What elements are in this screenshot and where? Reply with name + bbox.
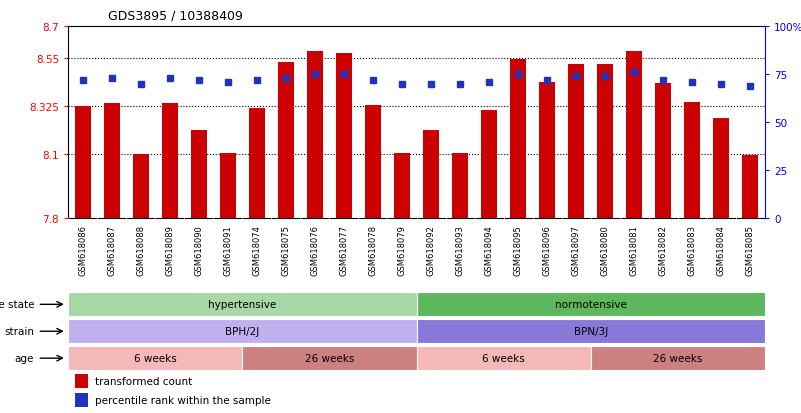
Text: 6 weeks: 6 weeks: [134, 353, 176, 363]
Text: GDS3895 / 10388409: GDS3895 / 10388409: [108, 10, 243, 23]
Text: hypertensive: hypertensive: [208, 299, 276, 310]
Bar: [242, 346, 417, 370]
Text: GSM618079: GSM618079: [397, 225, 406, 275]
Text: strain: strain: [4, 326, 34, 337]
Text: GSM618094: GSM618094: [485, 225, 493, 275]
Text: GSM618086: GSM618086: [78, 225, 87, 275]
Bar: [133, 155, 149, 219]
Text: transformed count: transformed count: [95, 376, 191, 386]
Bar: [481, 111, 497, 219]
Bar: [336, 54, 352, 219]
Bar: [423, 131, 439, 219]
Text: GSM618089: GSM618089: [165, 225, 174, 275]
Bar: [68, 346, 242, 370]
Text: GSM618085: GSM618085: [746, 225, 755, 275]
Text: GSM618090: GSM618090: [195, 225, 203, 275]
Bar: [278, 63, 294, 219]
Bar: [417, 346, 590, 370]
Text: GSM618093: GSM618093: [456, 225, 465, 275]
Bar: [365, 106, 381, 219]
Text: GSM618077: GSM618077: [340, 225, 348, 275]
Bar: [74, 107, 91, 219]
Text: normotensive: normotensive: [555, 299, 626, 310]
Text: BPN/3J: BPN/3J: [574, 326, 608, 337]
Bar: [249, 109, 265, 219]
Bar: [452, 154, 468, 219]
Bar: [655, 83, 671, 219]
Bar: [590, 346, 765, 370]
Text: GSM618084: GSM618084: [717, 225, 726, 275]
Bar: [714, 119, 730, 219]
Text: GSM618088: GSM618088: [136, 225, 145, 275]
Bar: [626, 51, 642, 219]
Text: GSM618074: GSM618074: [252, 225, 261, 275]
Text: GSM618091: GSM618091: [223, 225, 232, 275]
Text: 6 weeks: 6 weeks: [482, 353, 525, 363]
Bar: [539, 82, 555, 219]
Bar: [68, 292, 417, 317]
Text: GSM618080: GSM618080: [601, 225, 610, 275]
Text: percentile rank within the sample: percentile rank within the sample: [95, 395, 271, 405]
Bar: [510, 60, 526, 219]
Bar: [307, 51, 323, 219]
Bar: [598, 65, 614, 219]
Text: BPH/2J: BPH/2J: [225, 326, 260, 337]
Bar: [75, 393, 87, 407]
Text: GSM618076: GSM618076: [311, 225, 320, 275]
Text: disease state: disease state: [0, 299, 34, 310]
Bar: [191, 131, 207, 219]
Text: 26 weeks: 26 weeks: [653, 353, 702, 363]
Bar: [394, 154, 410, 219]
Text: GSM618095: GSM618095: [513, 225, 522, 275]
Text: GSM618087: GSM618087: [107, 225, 116, 275]
Bar: [219, 154, 235, 219]
Bar: [684, 102, 700, 219]
Bar: [75, 374, 87, 388]
Bar: [162, 104, 178, 219]
Text: GSM618096: GSM618096: [543, 225, 552, 275]
Text: 26 weeks: 26 weeks: [304, 353, 354, 363]
Text: GSM618092: GSM618092: [427, 225, 436, 275]
Text: age: age: [14, 353, 34, 363]
Text: GSM618082: GSM618082: [659, 225, 668, 275]
Text: GSM618075: GSM618075: [281, 225, 290, 275]
Text: GSM618097: GSM618097: [572, 225, 581, 275]
Bar: [68, 319, 417, 344]
Text: GSM618083: GSM618083: [688, 225, 697, 275]
Text: GSM618081: GSM618081: [630, 225, 638, 275]
Bar: [417, 319, 765, 344]
Text: GSM618078: GSM618078: [368, 225, 377, 275]
Bar: [417, 292, 765, 317]
Bar: [103, 104, 119, 219]
Bar: [568, 65, 584, 219]
Bar: [743, 156, 759, 219]
